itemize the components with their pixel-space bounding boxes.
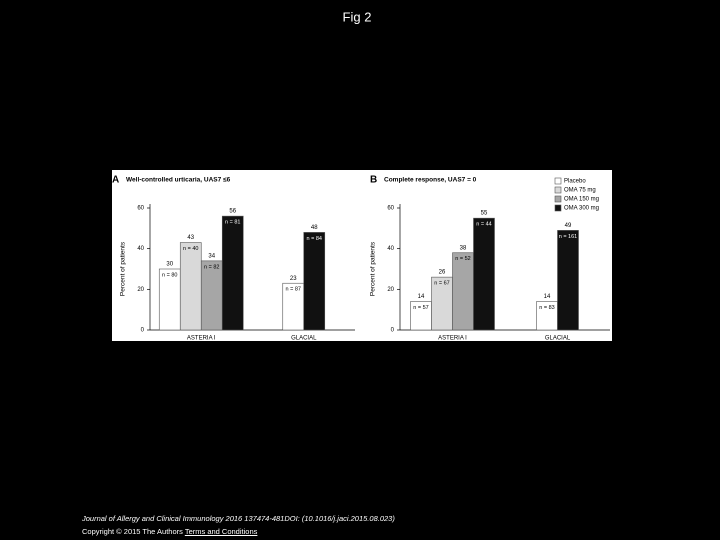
- value-label: 56: [229, 209, 236, 215]
- y-tick-label: 0: [391, 328, 395, 334]
- n-label: n = 67: [434, 281, 449, 287]
- value-label: 34: [208, 253, 215, 259]
- legend-label: OMA 150 mg: [564, 197, 599, 203]
- legend-swatch: [554, 204, 562, 212]
- chart-title: Well-controlled urticaria, UAS7 ≤6: [126, 177, 231, 184]
- bar: [179, 242, 202, 331]
- legend-swatch: [554, 177, 562, 185]
- panel-label: A: [112, 175, 119, 186]
- n-label: n = 81: [225, 220, 240, 226]
- citation: Journal of Allergy and Clinical Immunolo…: [82, 514, 395, 523]
- n-label: n = 57: [413, 305, 428, 311]
- legend-swatch: [554, 186, 562, 194]
- n-label: n = 44: [476, 222, 491, 228]
- value-label: 38: [460, 245, 467, 251]
- bar: [557, 230, 579, 331]
- terms-link[interactable]: Terms and Conditions: [184, 527, 258, 536]
- x-tick-label: GLACIAL: [291, 336, 317, 342]
- bar: [303, 232, 326, 331]
- legend-swatch: [554, 195, 562, 203]
- value-label: 14: [544, 294, 551, 300]
- value-label: 14: [418, 294, 425, 300]
- value-label: 55: [481, 211, 488, 217]
- bar: [221, 215, 244, 331]
- legend-label: Placebo: [564, 179, 586, 185]
- y-tick-label: 0: [141, 328, 145, 334]
- n-label: n = 161: [559, 234, 578, 240]
- n-label: n = 83: [539, 305, 554, 311]
- n-label: n = 80: [162, 272, 177, 278]
- n-label: n = 52: [455, 256, 470, 262]
- y-tick-label: 60: [137, 206, 144, 212]
- n-label: n = 40: [183, 246, 198, 252]
- panel-label: B: [370, 175, 377, 186]
- y-axis-label: Percent of patients: [370, 241, 377, 296]
- y-tick-label: 40: [387, 246, 394, 252]
- n-label: n = 82: [204, 264, 219, 270]
- y-axis-label: Percent of patients: [120, 241, 127, 296]
- value-label: 48: [311, 225, 318, 231]
- bar: [452, 252, 474, 331]
- value-label: 26: [439, 270, 446, 276]
- y-tick-label: 20: [387, 287, 394, 293]
- x-tick-label: ASTERIA I: [438, 336, 467, 342]
- bar: [473, 217, 495, 331]
- slide-title: Fig 2: [343, 9, 372, 24]
- x-tick-label: GLACIAL: [545, 336, 571, 342]
- bar: [200, 260, 223, 331]
- x-tick-label: ASTERIA I: [187, 336, 216, 342]
- copyright-text: Copyright © 2015 The Authors: [82, 527, 183, 536]
- y-tick-label: 60: [387, 206, 394, 212]
- value-label: 49: [565, 223, 572, 229]
- chart-title: Complete response, UAS7 = 0: [384, 177, 477, 184]
- n-label: n = 87: [286, 287, 301, 293]
- value-label: 23: [290, 276, 297, 282]
- citation-text: Journal of Allergy and Clinical Immunolo…: [82, 514, 395, 523]
- copyright: Copyright © 2015 The Authors Terms and C…: [82, 527, 257, 536]
- legend-label: OMA 75 mg: [564, 188, 596, 194]
- value-label: 43: [187, 235, 194, 241]
- value-label: 30: [166, 262, 173, 268]
- legend-label: OMA 300 mg: [564, 206, 599, 212]
- n-label: n = 84: [307, 236, 322, 242]
- y-tick-label: 40: [137, 246, 144, 252]
- y-tick-label: 20: [137, 287, 144, 293]
